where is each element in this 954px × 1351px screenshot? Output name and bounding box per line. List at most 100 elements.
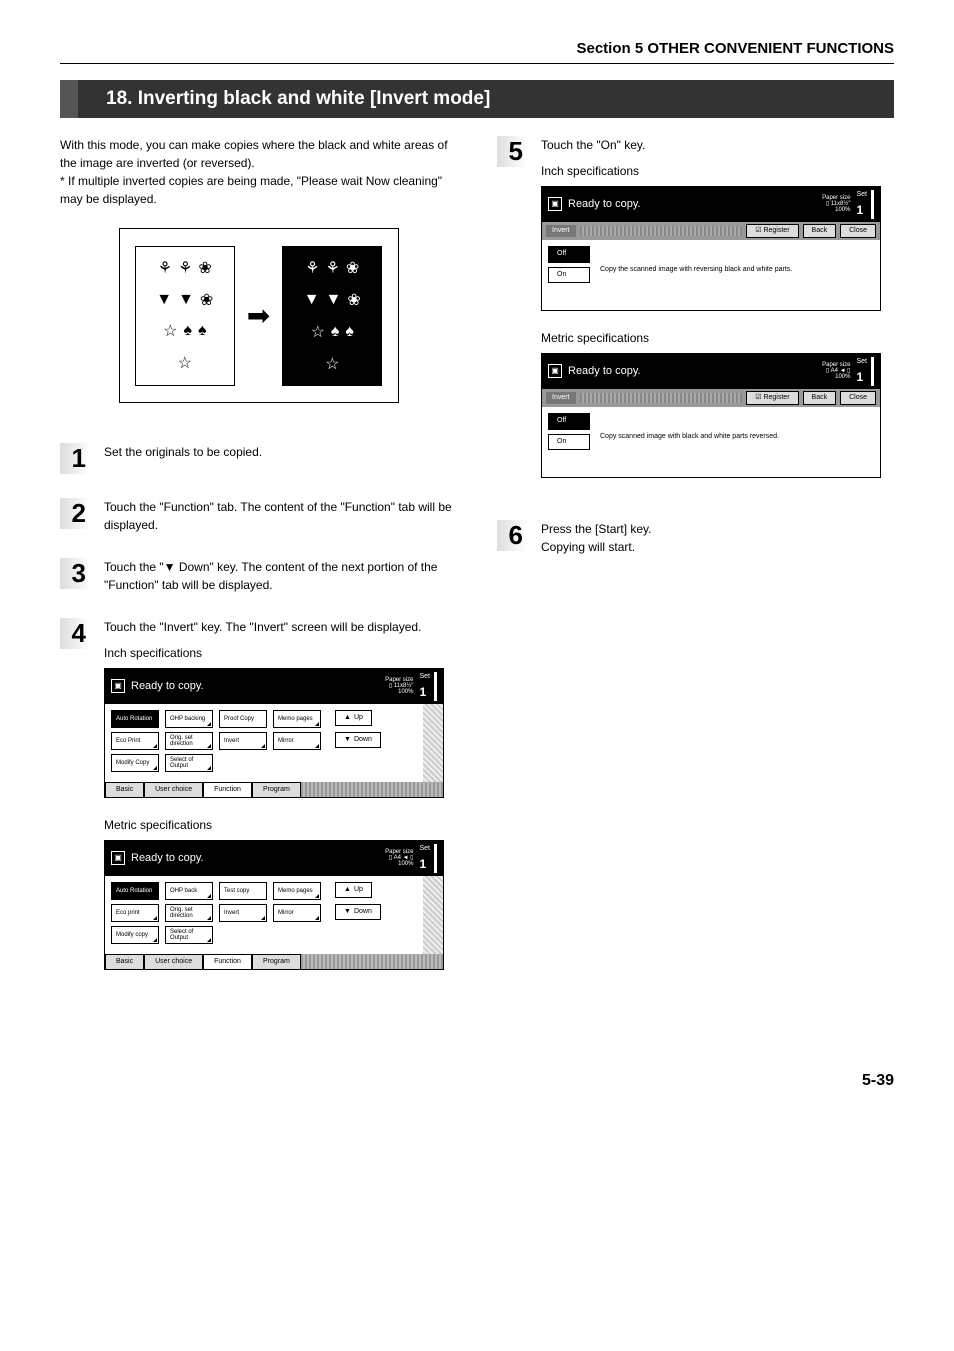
step-5: 5 Touch the "On" key. Inch specification… xyxy=(497,136,894,496)
off-option[interactable]: Off xyxy=(548,413,590,430)
up-button[interactable]: ▲ Up xyxy=(335,882,372,899)
tab-bar: Basic User choice Function Program xyxy=(105,782,443,798)
mode-label: Invert xyxy=(546,225,576,238)
section-header: Section 5 OTHER CONVENIENT FUNCTIONS xyxy=(60,40,894,57)
inch-spec-label: Inch specifications xyxy=(541,162,894,180)
fn-auto-rotation[interactable]: Auto Rotation xyxy=(111,882,159,900)
page-title: 18. Inverting black and white [Invert mo… xyxy=(60,80,894,118)
function-body: Auto Rotation OHP backing Proof Copy Mem… xyxy=(105,704,423,782)
fn-modify-copy[interactable]: Modify Copy xyxy=(111,754,159,772)
side-texture xyxy=(423,704,443,782)
fn-mirror[interactable]: Mirror xyxy=(273,904,321,922)
fn-test-copy[interactable]: Test copy xyxy=(219,882,267,900)
copy-icon: ▣ xyxy=(111,851,125,865)
fn-ohp-back[interactable]: OHP back xyxy=(165,882,213,900)
tab-function[interactable]: Function xyxy=(203,782,252,798)
step-4-text: Touch the "Invert" key. The "Invert" scr… xyxy=(104,618,457,636)
fn-modify-copy[interactable]: Modify copy xyxy=(111,926,159,944)
invert-diagram: ⚘⚘❀ ▼▼❀ ☆♠♠ ☆ ➡ ⚘⚘❀ ▼▼❀ ☆♠♠ ☆ xyxy=(119,228,399,403)
step-text: Touch the "Invert" key. The "Invert" scr… xyxy=(104,618,457,988)
step-text: Touch the "▼ Down" key. The content of t… xyxy=(104,558,457,594)
fn-auto-rotation[interactable]: Auto Rotation xyxy=(111,710,159,728)
step-6-line1: Press the [Start] key. xyxy=(541,520,894,538)
fn-select-output[interactable]: Select of Output xyxy=(165,926,213,944)
fn-memo-pages[interactable]: Memo pages xyxy=(273,882,321,900)
down-button[interactable]: ▼ Down xyxy=(335,904,381,921)
fn-orig-set[interactable]: Orig. set direction xyxy=(165,904,213,922)
step-1: 1 Set the originals to be copied. xyxy=(60,443,457,474)
step-number: 1 xyxy=(60,443,90,474)
fn-proof-copy[interactable]: Proof Copy xyxy=(219,710,267,728)
fn-memo-pages[interactable]: Memo pages xyxy=(273,710,321,728)
fn-invert[interactable]: Invert xyxy=(219,904,267,922)
metric-spec-label: Metric specifications xyxy=(541,329,894,347)
screen-toolbar: Invert ☑ Register Back Close xyxy=(542,389,880,408)
step-4: 4 Touch the "Invert" key. The "Invert" s… xyxy=(60,618,457,988)
tab-user-choice[interactable]: User choice xyxy=(144,954,203,970)
invert-screen-inch: ▣ Ready to copy. Paper size▯ 11x8½"100% … xyxy=(541,186,881,311)
invert-screen-metric: ▣ Ready to copy. Paper size▯ A4 ◄ ▯100% … xyxy=(541,353,881,478)
ready-label: Ready to copy. xyxy=(568,196,822,213)
tab-program[interactable]: Program xyxy=(252,782,301,798)
step-6-line2: Copying will start. xyxy=(541,538,894,556)
step-number: 3 xyxy=(60,558,90,589)
arrow-icon: ➡ xyxy=(247,299,270,332)
intro-p2: * If multiple inverted copies are being … xyxy=(60,172,457,208)
diagram-original: ⚘⚘❀ ▼▼❀ ☆♠♠ ☆ xyxy=(135,246,235,386)
tab-basic[interactable]: Basic xyxy=(105,954,144,970)
invert-message: Copy the scanned image with reversing bl… xyxy=(600,246,874,304)
left-column: With this mode, you can make copies wher… xyxy=(60,136,457,1012)
fn-select-output[interactable]: Select of Output xyxy=(165,754,213,772)
right-column: 5 Touch the "On" key. Inch specification… xyxy=(497,136,894,1012)
fn-mirror[interactable]: Mirror xyxy=(273,732,321,750)
back-button[interactable]: Back xyxy=(803,391,837,406)
screen-header: ▣ Ready to copy. Paper size▯ A4 ◄ ▯100% … xyxy=(542,354,880,389)
step-3: 3 Touch the "▼ Down" key. The content of… xyxy=(60,558,457,594)
side-texture xyxy=(423,876,443,954)
screen-body: Off On Copy scanned image with black and… xyxy=(542,407,880,477)
screen-header: ▣ Ready to copy. Paper size▯ 11x8½"100% … xyxy=(542,187,880,222)
tab-basic[interactable]: Basic xyxy=(105,782,144,798)
down-button[interactable]: ▼ Down xyxy=(335,732,381,749)
register-button[interactable]: ☑ Register xyxy=(746,391,798,406)
fn-eco-print[interactable]: Eco print xyxy=(111,904,159,922)
set-count: Set1 xyxy=(419,844,437,873)
back-button[interactable]: Back xyxy=(803,224,837,239)
step-text: Press the [Start] key. Copying will star… xyxy=(541,520,894,556)
page-number: 5-39 xyxy=(60,1072,894,1090)
fn-ohp-backing[interactable]: OHP backing xyxy=(165,710,213,728)
tab-user-choice[interactable]: User choice xyxy=(144,782,203,798)
tab-function[interactable]: Function xyxy=(203,954,252,970)
fn-orig-set[interactable]: Orig. set direction xyxy=(165,732,213,750)
paper-size-label: Paper size▯ 11x8½"100% xyxy=(385,677,413,695)
fn-eco-print[interactable]: Eco Print xyxy=(111,732,159,750)
off-option[interactable]: Off xyxy=(548,246,590,263)
register-button[interactable]: ☑ Register xyxy=(746,224,798,239)
tab-program[interactable]: Program xyxy=(252,954,301,970)
function-screen-inch: ▣ Ready to copy. Paper size▯ 11x8½"100% … xyxy=(104,668,444,798)
on-option[interactable]: On xyxy=(548,434,590,451)
screen-header: ▣ Ready to copy. Paper size▯ A4 ◄ ▯100% … xyxy=(105,841,443,876)
up-button[interactable]: ▲ Up xyxy=(335,710,372,727)
invert-message: Copy scanned image with black and white … xyxy=(600,413,874,471)
function-screen-metric: ▣ Ready to copy. Paper size▯ A4 ◄ ▯100% … xyxy=(104,840,444,970)
paper-size-label: Paper size▯ 11x8½"100% xyxy=(822,195,850,213)
diagram-inverted: ⚘⚘❀ ▼▼❀ ☆♠♠ ☆ xyxy=(282,246,382,386)
header-rule xyxy=(60,63,894,64)
fn-invert[interactable]: Invert xyxy=(219,732,267,750)
paper-size-label: Paper size▯ A4 ◄ ▯100% xyxy=(822,362,850,380)
ready-label: Ready to copy. xyxy=(131,678,385,695)
copy-icon: ▣ xyxy=(111,679,125,693)
on-option[interactable]: On xyxy=(548,267,590,284)
metric-spec-label: Metric specifications xyxy=(104,816,457,834)
close-button[interactable]: Close xyxy=(840,224,876,239)
set-count: Set1 xyxy=(856,190,874,219)
ready-label: Ready to copy. xyxy=(131,850,385,867)
set-count: Set1 xyxy=(856,357,874,386)
two-column-layout: With this mode, you can make copies wher… xyxy=(60,136,894,1012)
step-text: Set the originals to be copied. xyxy=(104,443,457,461)
intro-text: With this mode, you can make copies wher… xyxy=(60,136,457,208)
paper-size-label: Paper size▯ A4 ◄ ▯100% xyxy=(385,849,413,867)
close-button[interactable]: Close xyxy=(840,391,876,406)
copy-icon: ▣ xyxy=(548,197,562,211)
